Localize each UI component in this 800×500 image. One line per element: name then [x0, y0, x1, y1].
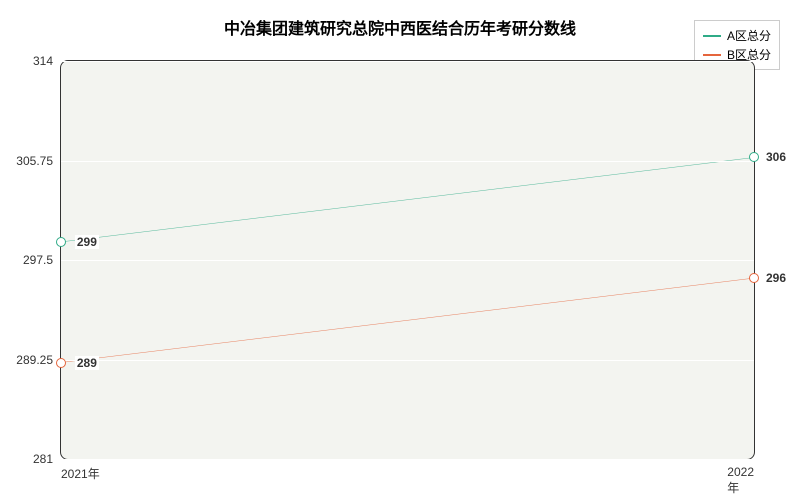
- legend-swatch-a: [703, 35, 721, 37]
- point-value-label: 306: [764, 150, 788, 164]
- x-tick-label: 2021年: [61, 465, 100, 482]
- chart-title: 中冶集团建筑研究总院中西医结合历年考研分数线: [0, 15, 800, 39]
- y-tick-label: 281: [33, 452, 53, 466]
- legend-swatch-b: [703, 54, 721, 56]
- point-value-label: 289: [75, 356, 99, 370]
- plot-area: 281289.25297.5305.753142021年2022年2993062…: [60, 60, 755, 460]
- point-value-label: 296: [764, 271, 788, 285]
- x-tick-label: 2022年: [727, 465, 754, 496]
- y-tick-label: 314: [33, 54, 53, 68]
- y-tick-label: 297.5: [23, 253, 53, 267]
- grid-line: [61, 161, 754, 162]
- grid-line: [61, 459, 754, 460]
- legend-item-a: A区总分: [703, 27, 771, 44]
- data-point: [749, 273, 759, 283]
- legend-label-a: A区总分: [727, 27, 771, 44]
- y-tick-label: 305.75: [16, 154, 53, 168]
- data-point: [56, 237, 66, 247]
- data-point: [56, 358, 66, 368]
- data-point: [749, 152, 759, 162]
- chart-container: 中冶集团建筑研究总院中西医结合历年考研分数线 A区总分 B区总分 281289.…: [0, 0, 800, 500]
- y-tick-label: 289.25: [16, 353, 53, 367]
- line-series-a: [61, 157, 754, 241]
- grid-line: [61, 61, 754, 62]
- point-value-label: 299: [75, 235, 99, 249]
- grid-line: [61, 260, 754, 261]
- line-series-b: [61, 278, 754, 362]
- grid-line: [61, 360, 754, 361]
